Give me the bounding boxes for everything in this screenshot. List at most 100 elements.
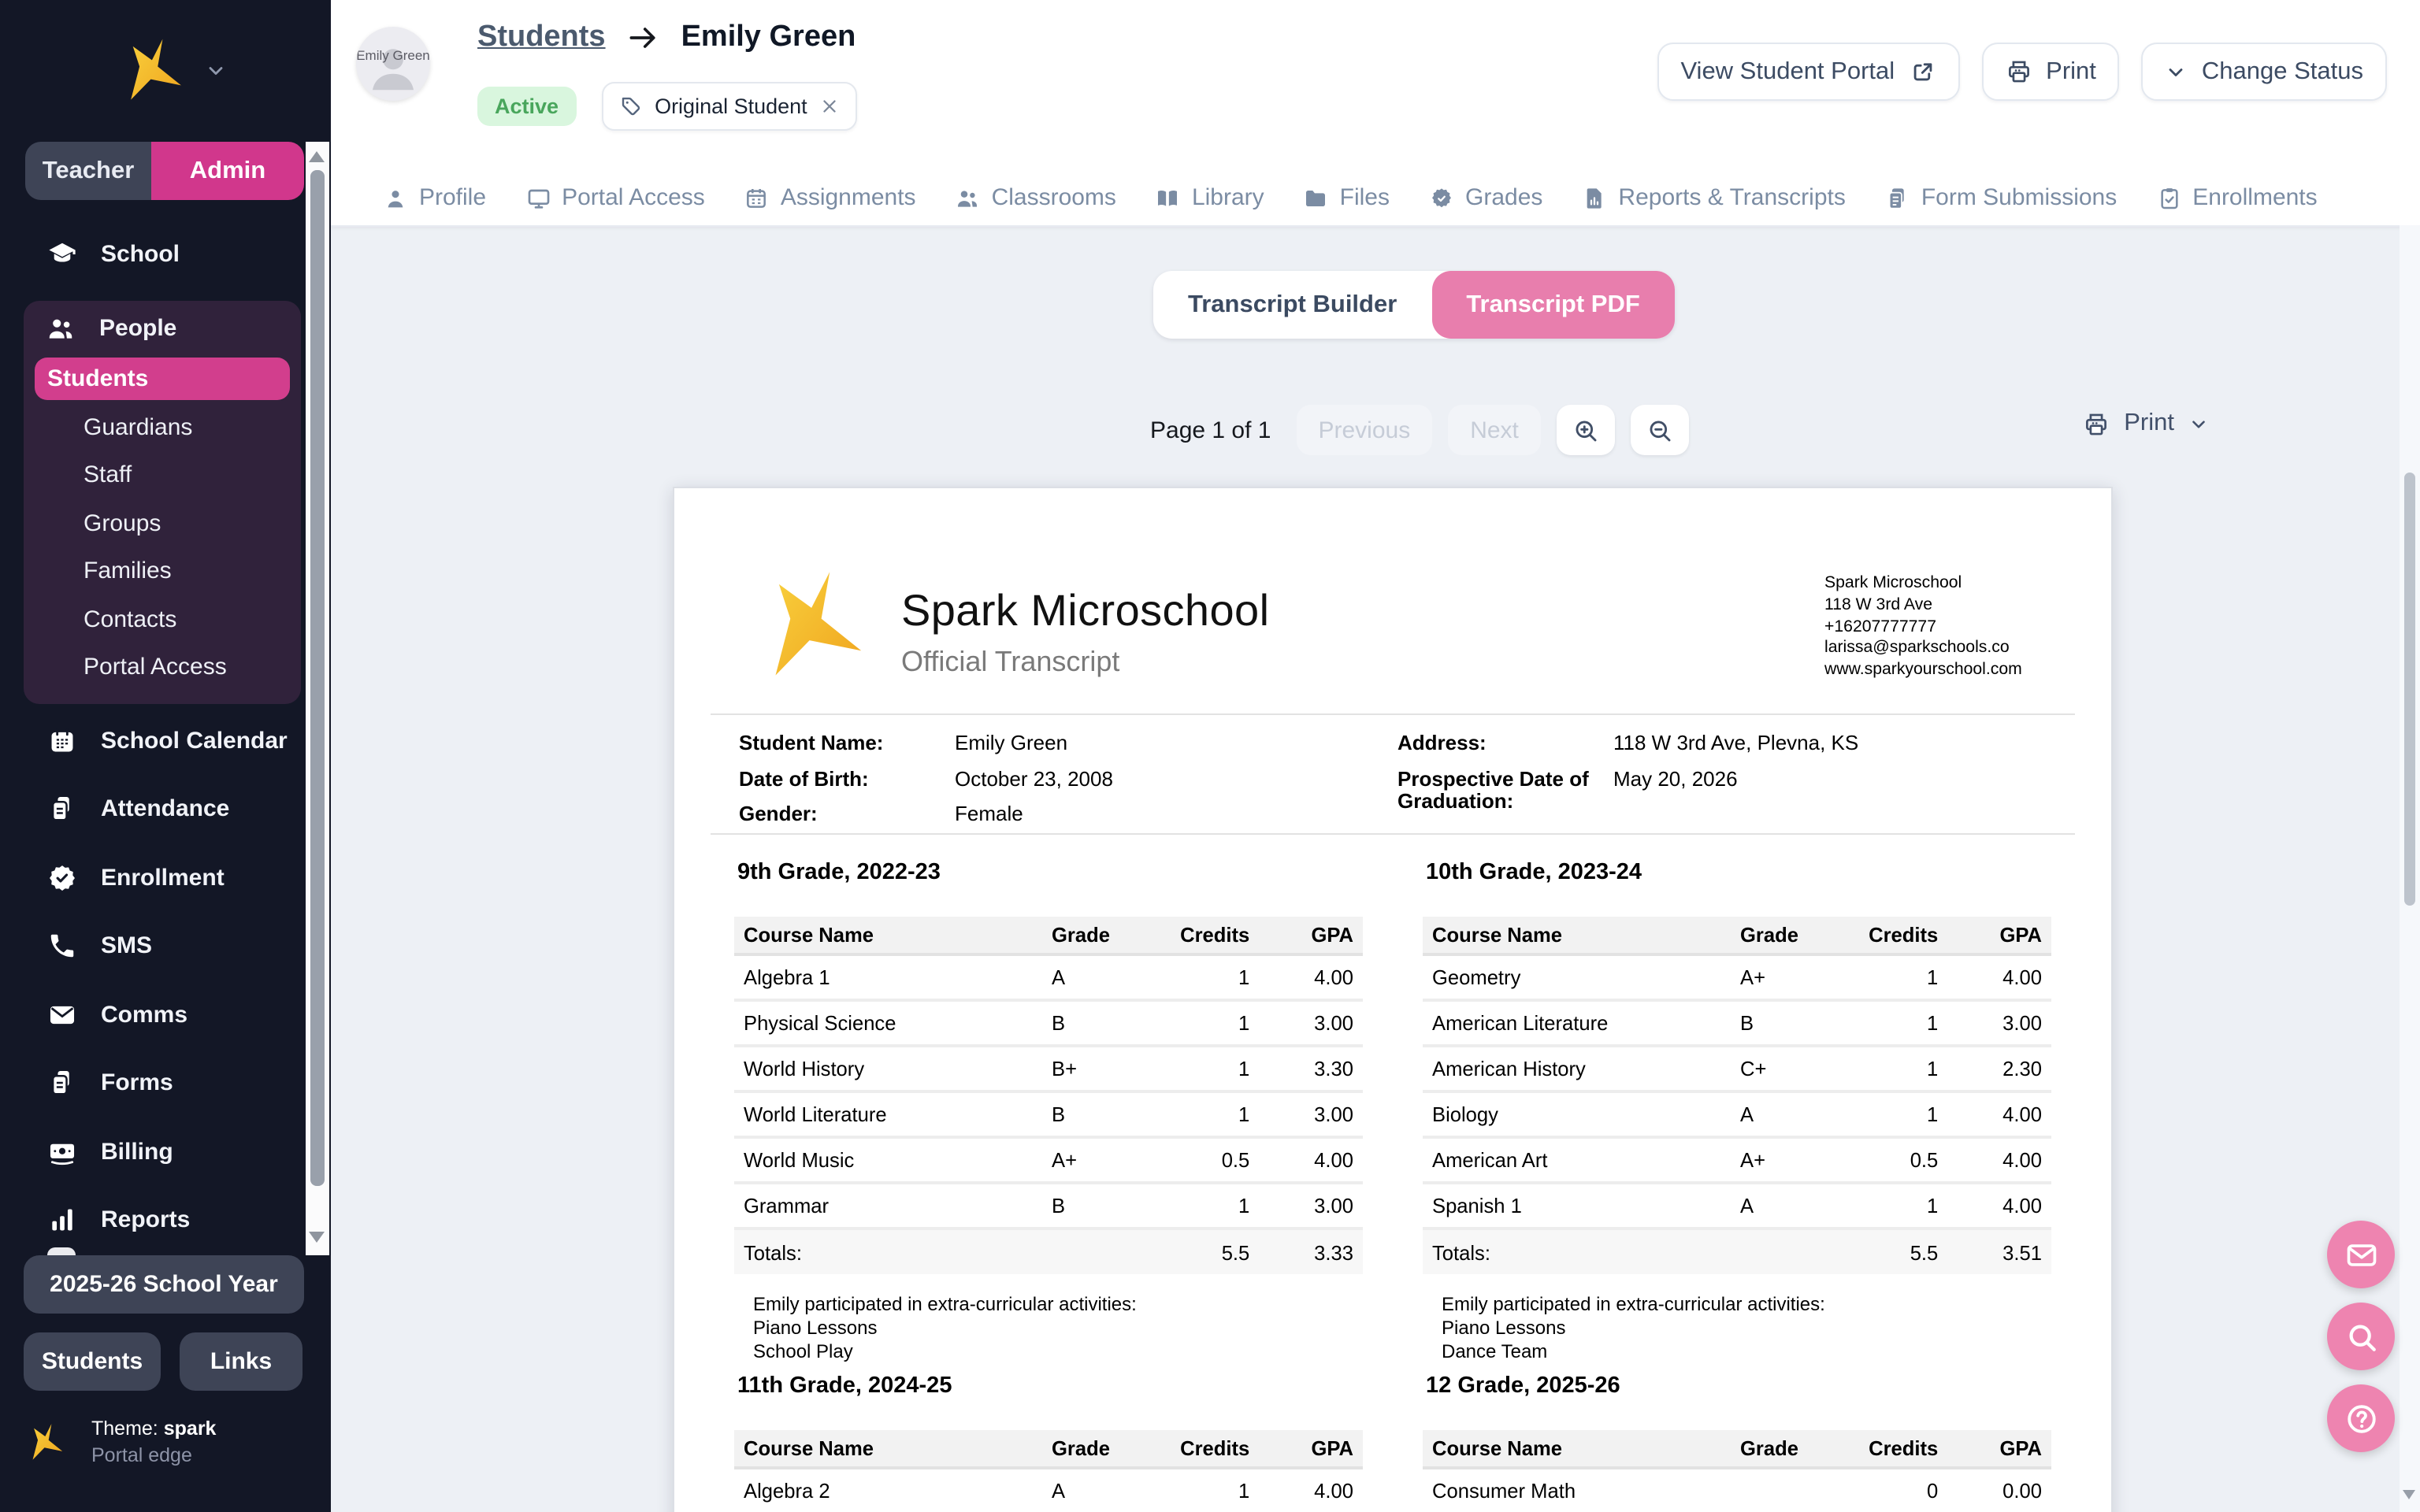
field-value: October 23, 2008: [955, 766, 1113, 790]
totals-row: Totals: 5.5 3.33: [734, 1228, 1363, 1274]
tab-transcript-builder[interactable]: Transcript Builder: [1188, 291, 1397, 317]
next-page-button[interactable]: Next: [1448, 405, 1541, 455]
gpa-cell: 3.30: [1259, 1046, 1363, 1093]
tag-remove-icon[interactable]: [820, 96, 841, 117]
sidebar-item-groups[interactable]: Groups: [84, 510, 161, 537]
course-name-cell: World Literature: [734, 1091, 1042, 1139]
sidebar-item-sms[interactable]: SMS: [25, 922, 306, 969]
grades-table: Course Name Grade Credits GPA Algebra 2 A 1 4.0…: [734, 1430, 1363, 1512]
sidebar-item-school-calendar[interactable]: School Calendar: [25, 717, 306, 764]
column-header: Course Name: [1423, 917, 1731, 956]
students-quick-button[interactable]: Students: [24, 1332, 161, 1391]
tab-classrooms[interactable]: Classrooms: [956, 184, 1116, 211]
school-year-selector[interactable]: 2025-26 School Year: [24, 1255, 304, 1314]
field-label: Address:: [1397, 731, 1487, 754]
tab-label: Grades: [1465, 184, 1543, 211]
change-status-button[interactable]: Change Status: [2141, 43, 2387, 101]
search-fab-button[interactable]: [2327, 1303, 2395, 1370]
sidebar-item-label: People: [99, 314, 177, 341]
activity-line: Piano Lessons: [753, 1317, 878, 1339]
sidebar-item-contacts[interactable]: Contacts: [84, 606, 177, 633]
sidebar-item-enrollment[interactable]: Enrollment: [25, 854, 306, 901]
links-quick-button[interactable]: Links: [180, 1332, 302, 1391]
zoom-in-button[interactable]: [1556, 405, 1615, 455]
sidebar-item-portal-access[interactable]: Portal Access: [84, 654, 227, 681]
tab-portal-access[interactable]: Portal Access: [525, 184, 705, 211]
logo-chevron-down-icon[interactable]: [205, 60, 227, 82]
credits-cell: 1: [1161, 1000, 1260, 1047]
previous-page-button[interactable]: Previous: [1296, 405, 1433, 455]
sidebar-item-billing[interactable]: Billing: [25, 1128, 306, 1175]
sidebar-item-families[interactable]: Families: [84, 558, 172, 585]
totals-credits-cell: 5.5: [1161, 1228, 1260, 1274]
tab-enrollments[interactable]: Enrollments: [2156, 184, 2318, 211]
grade-cell: B: [1731, 1000, 1850, 1047]
course-name-cell: Geometry: [1423, 954, 1731, 1002]
tab-reports-transcripts[interactable]: Reports & Transcripts: [1582, 184, 1846, 211]
mode-toggle-admin[interactable]: Admin: [151, 142, 304, 200]
grade-section-12-grade-2025-26: 12 Grade, 2025-26 Course Name Grade Credits…: [1423, 1373, 2051, 1512]
course-name-cell: World Music: [734, 1137, 1042, 1184]
user-icon: [383, 185, 408, 210]
sidebar-item-staff[interactable]: Staff: [84, 461, 132, 489]
spark-logo-icon: [113, 36, 192, 106]
table-header-row: Course Name Grade Credits GPA: [734, 1430, 1363, 1469]
course-row: American History C+ 1 2.30: [1423, 1046, 2051, 1093]
page-scrollbar-thumb[interactable]: [2404, 472, 2415, 906]
tab-library[interactable]: Library: [1156, 184, 1264, 211]
grade-cell: A: [1731, 1091, 1850, 1139]
mode-toggle-teacher[interactable]: Teacher: [25, 142, 151, 200]
sidebar-scroll-down-arrow-icon[interactable]: [309, 1232, 325, 1243]
tab-label: Classrooms: [991, 184, 1116, 211]
sidebar-item-label: Billing: [101, 1138, 173, 1165]
page-scroll-down-arrow-icon[interactable]: [2403, 1490, 2416, 1499]
sidebar-scroll-up-arrow-icon[interactable]: [309, 151, 325, 162]
grade-cell: B: [1042, 1000, 1162, 1047]
page-header: Emily Green Students Emily Green Active …: [331, 0, 2420, 227]
sidebar-item-school[interactable]: School: [25, 230, 306, 277]
student-field-student-name: Student Name: Emily Green: [739, 732, 1397, 755]
pdf-print-dropdown[interactable]: Print: [2083, 410, 2209, 438]
zoom-out-button[interactable]: [1630, 405, 1689, 455]
print-button[interactable]: Print: [1981, 43, 2120, 101]
student-info-left: Student Name: Emily Green Date of Birth: Oc…: [739, 732, 1397, 839]
help-fab-button[interactable]: [2327, 1384, 2395, 1452]
messages-fab-button[interactable]: [2327, 1221, 2395, 1288]
extracurricular-activities: Emily participated in extra-curricular a…: [1442, 1293, 2051, 1364]
student-field-date-of-birth: Date of Birth: October 23, 2008: [739, 766, 1397, 791]
course-name-cell: Physical Science: [734, 1000, 1042, 1047]
tab-grades[interactable]: Grades: [1429, 184, 1542, 211]
field-value: May 20, 2026: [1613, 766, 1738, 790]
tab-transcript-pdf[interactable]: Transcript PDF: [1431, 271, 1675, 339]
tab-assignments[interactable]: Assignments: [744, 184, 916, 211]
view-student-portal-button[interactable]: View Student Portal: [1657, 43, 1960, 101]
totals-gpa-cell: 3.51: [1947, 1228, 2051, 1274]
sidebar-item-people[interactable]: People: [24, 301, 301, 354]
phone-icon: [47, 931, 77, 961]
sidebar-item-reports[interactable]: Reports: [25, 1196, 306, 1243]
course-row: Physical Science B 1 3.00: [734, 1000, 1363, 1047]
tab-profile[interactable]: Profile: [383, 184, 486, 211]
sidebar-scrollbar-thumb[interactable]: [310, 170, 324, 1186]
sidebar-item-label: Forms: [101, 1069, 173, 1096]
breadcrumb-students-link[interactable]: Students: [477, 20, 606, 54]
tab-files[interactable]: Files: [1304, 184, 1390, 211]
sidebar-item-students[interactable]: Students: [35, 358, 290, 400]
student-tag-pill[interactable]: Original Student: [601, 82, 858, 131]
pdf-school-logo-icon: [753, 567, 873, 685]
sidebar-item-guardians[interactable]: Guardians: [84, 413, 193, 441]
grades-table: Course Name Grade Credits GPA Algebra 1 A 1 4.0…: [734, 917, 1363, 1274]
printer-icon: [2083, 410, 2110, 437]
sidebar-item-forms[interactable]: Forms: [25, 1059, 306, 1106]
credits-cell: 1: [1850, 1183, 1948, 1230]
sidebar-item-label: Attendance: [101, 795, 230, 822]
zoom-out-icon: [1646, 417, 1673, 443]
course-row: World Music A+ 0.5 4.00: [734, 1137, 1363, 1184]
field-value: Emily Green: [955, 731, 1068, 754]
course-row: Spanish 1 A 1 4.00: [1423, 1183, 2051, 1230]
school-contact-line: Spark Microschool: [1824, 573, 1962, 592]
student-info-right: Address: 118 W 3rd Ave, Plevna, KS Prospec…: [1397, 732, 2073, 839]
tab-form-submissions[interactable]: Form Submissions: [1885, 184, 2117, 211]
sidebar-item-comms[interactable]: Comms: [25, 991, 306, 1038]
sidebar-item-attendance[interactable]: Attendance: [25, 785, 306, 832]
